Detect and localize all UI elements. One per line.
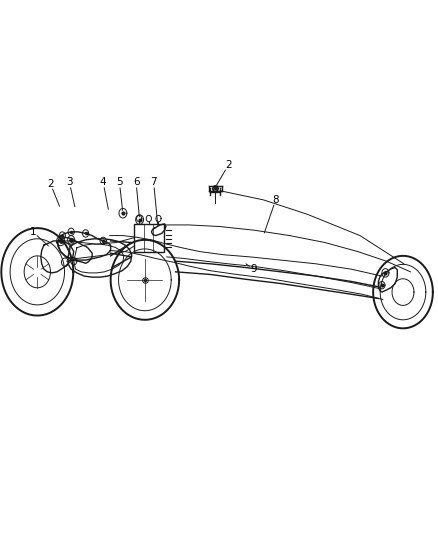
Text: 3: 3 xyxy=(66,177,73,187)
Text: 2: 2 xyxy=(47,179,54,189)
Text: 8: 8 xyxy=(272,195,279,205)
Text: 6: 6 xyxy=(132,177,139,187)
Text: 7: 7 xyxy=(150,177,157,187)
Text: 2: 2 xyxy=(224,160,231,170)
Text: 4: 4 xyxy=(99,177,106,187)
Text: 9: 9 xyxy=(250,264,257,274)
Bar xyxy=(134,224,163,252)
Text: 1: 1 xyxy=(29,227,36,237)
Text: 5: 5 xyxy=(116,177,123,187)
